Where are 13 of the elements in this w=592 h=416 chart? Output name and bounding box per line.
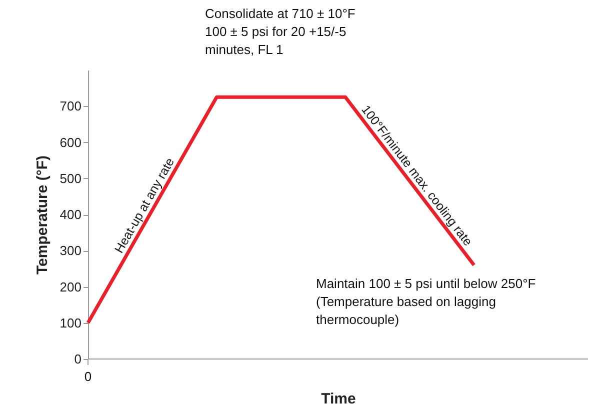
annotation: Maintain 100 ± 5 psi until below 250°F (Temperature based on lagging thermocouple) bbox=[316, 276, 536, 327]
y-tick-label: 700 bbox=[60, 98, 82, 114]
text: Consolidate at 710 ± 10°F 100 ± 5 psi for 20 +15/-5 minutes, FL 1 bbox=[205, 6, 356, 57]
y-tick-label: 100 bbox=[60, 315, 82, 330]
y-tick-label: 200 bbox=[60, 279, 82, 294]
y-tick-label: 0 bbox=[74, 352, 82, 366]
y-axis-title: Temperature (°F) bbox=[34, 155, 51, 275]
y-tick-label: 500 bbox=[60, 170, 82, 186]
y-tick-label: 600 bbox=[60, 134, 82, 150]
y-tick-label: 300 bbox=[60, 243, 82, 258]
y-tick-label: 400 bbox=[60, 207, 82, 222]
text: 0 bbox=[84, 369, 92, 384]
x-axis-title: Time bbox=[321, 390, 356, 408]
